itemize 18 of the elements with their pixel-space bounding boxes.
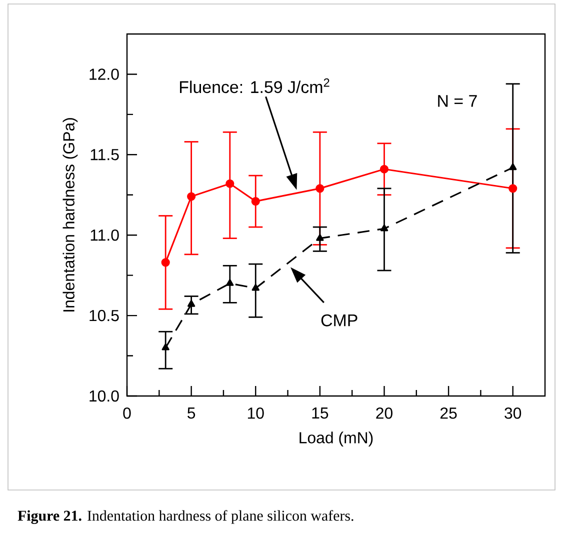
x-tick-label: 15 <box>312 408 328 419</box>
x-tick-label: 0 <box>123 408 131 419</box>
y-axis-title: Indentation hardness (GPa) <box>62 118 78 312</box>
y-tick-label: 10.5 <box>90 310 119 322</box>
annotation: CMP <box>321 314 358 326</box>
y-tick-label: 10.0 <box>90 390 119 402</box>
x-tick-label: 25 <box>440 408 457 419</box>
y-tick-label: 12.0 <box>90 68 119 80</box>
x-tick-label: 5 <box>188 408 196 419</box>
text: Figure 21. Indentation hardness of plane silicon wafers. <box>18 510 354 524</box>
y-tick-label: 11.0 <box>90 229 119 241</box>
x-tick-label: 10 <box>248 408 264 419</box>
x-axis-title: Load (mN) <box>300 432 373 446</box>
annotation: Fluence: 1.59 J/cm$^{2}$ <box>180 78 330 94</box>
annotation: N = 7 <box>438 95 477 107</box>
x-tick-label: 30 <box>504 408 522 419</box>
y-tick-label: 11.5 <box>90 149 119 160</box>
x-tick-label: 20 <box>376 408 392 419</box>
